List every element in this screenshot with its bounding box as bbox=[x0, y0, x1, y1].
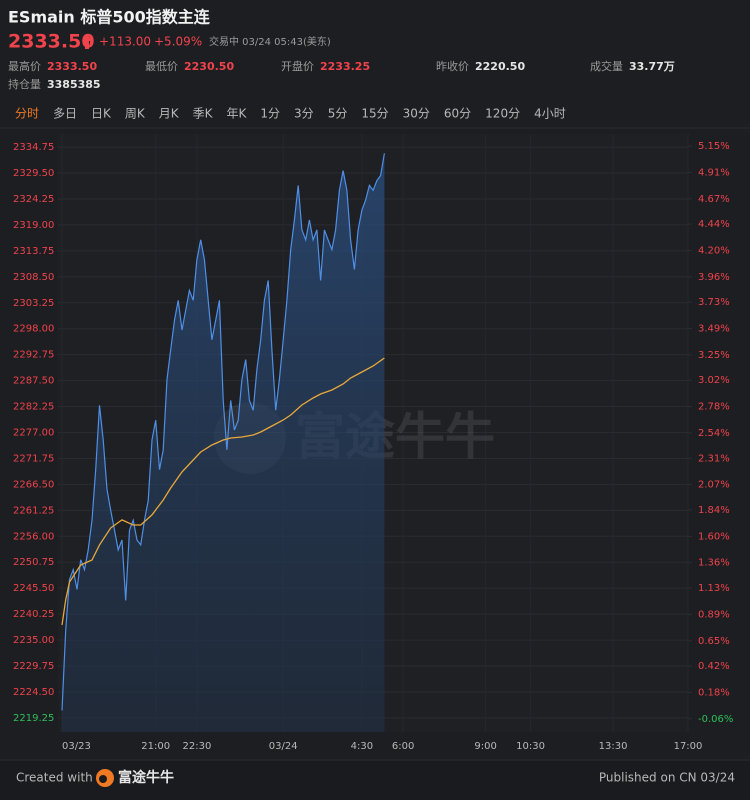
change-pct: +5.09% bbox=[154, 35, 202, 49]
stat-label: 开盘价 bbox=[281, 59, 314, 73]
y-tick-label: 2324.25 bbox=[13, 194, 54, 205]
change: +113.00 bbox=[99, 35, 151, 49]
footer-created: Created with bbox=[16, 771, 93, 785]
y2-tick-label: 4.91% bbox=[698, 167, 730, 178]
y-tick-label: 2256.00 bbox=[13, 531, 54, 542]
y2-tick-label: 4.44% bbox=[698, 219, 730, 230]
y-tick-label: 2313.75 bbox=[13, 246, 54, 257]
stat-value: 33.77万 bbox=[629, 60, 675, 73]
tab[interactable]: 30分 bbox=[403, 107, 430, 121]
stat-label: 昨收价 bbox=[436, 59, 469, 73]
y-tick-label: 2271.75 bbox=[13, 453, 54, 464]
y-tick-label: 2319.00 bbox=[13, 220, 54, 231]
y2-tick-label: 2.78% bbox=[698, 402, 730, 413]
price-area bbox=[62, 153, 385, 733]
tab[interactable]: 120分 bbox=[485, 107, 520, 121]
y-tick-label: 2334.75 bbox=[13, 142, 54, 153]
stat-label: 最高价 bbox=[8, 59, 41, 73]
y-tick-label: 2266.50 bbox=[13, 479, 54, 490]
average-line bbox=[61, 357, 385, 626]
stat-value: 2220.50 bbox=[475, 60, 525, 73]
y2-tick-label: 0.89% bbox=[698, 609, 730, 620]
x-tick-label: 6:00 bbox=[392, 741, 414, 752]
x-tick-label: 13:30 bbox=[599, 741, 628, 752]
x-tick-label: 10:30 bbox=[516, 741, 545, 752]
y2-tick-label: 3.96% bbox=[698, 272, 730, 283]
tab[interactable]: 分时 bbox=[15, 107, 39, 121]
x-tick-label: 03/24 bbox=[269, 741, 298, 752]
brand-logo bbox=[99, 775, 107, 783]
y-tick-label: 2282.25 bbox=[13, 402, 54, 413]
x-tick-label: 03/23 bbox=[62, 741, 91, 752]
y2-tick-label: 0.65% bbox=[698, 636, 730, 647]
stat-label: 成交量 bbox=[590, 59, 623, 73]
stat-value: 3385385 bbox=[47, 78, 101, 91]
status: 交易中 03/24 05:43(美东) bbox=[209, 35, 331, 48]
y-tick-label: 2287.50 bbox=[13, 376, 54, 387]
y2-tick-label: 1.13% bbox=[698, 583, 730, 594]
price: 2333.50 bbox=[8, 31, 95, 53]
y-tick-label: 2292.75 bbox=[13, 350, 54, 361]
y2-tick-label: 5.15% bbox=[698, 141, 730, 152]
y-tick-label: 2298.00 bbox=[13, 324, 54, 335]
footer-brand: 富途牛牛 bbox=[118, 769, 174, 786]
y2-tick-label: 0.42% bbox=[698, 661, 730, 672]
tab[interactable]: 4小时 bbox=[534, 107, 566, 121]
y2-tick-label: -0.06% bbox=[698, 714, 733, 725]
y2-tick-label: 3.25% bbox=[698, 350, 730, 361]
y-tick-label: 2250.75 bbox=[13, 557, 54, 568]
stat-label: 最低价 bbox=[145, 60, 178, 73]
y2-tick-label: 1.60% bbox=[698, 531, 730, 542]
price-line bbox=[61, 153, 385, 711]
y2-tick-label: 2.54% bbox=[698, 428, 730, 439]
y-tick-label: 2308.50 bbox=[13, 272, 54, 283]
tab[interactable]: 15分 bbox=[361, 107, 388, 121]
y2-tick-label: 1.84% bbox=[698, 505, 730, 516]
y2-tick-label: 4.20% bbox=[698, 246, 730, 257]
y-tick-label: 2229.75 bbox=[13, 661, 54, 672]
y-tick-label: 2224.50 bbox=[13, 687, 54, 698]
y2-tick-label: 3.02% bbox=[698, 375, 730, 386]
y2-tick-label: 3.49% bbox=[698, 324, 730, 335]
tab[interactable]: 1分 bbox=[260, 107, 280, 121]
y-tick-label: 2235.00 bbox=[13, 635, 54, 646]
y-tick-label: 2303.25 bbox=[13, 298, 54, 309]
y2-tick-label: 1.36% bbox=[698, 558, 730, 569]
tab[interactable]: 季K bbox=[193, 107, 214, 121]
tab[interactable]: 年K bbox=[227, 107, 248, 121]
y-tick-label: 2245.50 bbox=[13, 583, 54, 594]
y2-tick-label: 2.31% bbox=[698, 453, 730, 464]
tab[interactable]: 多日 bbox=[53, 107, 77, 121]
stat-label: 持仓量 bbox=[8, 77, 41, 91]
up-arrow bbox=[82, 34, 92, 49]
tab[interactable]: 5分 bbox=[328, 107, 348, 121]
y2-tick-label: 0.18% bbox=[698, 687, 730, 698]
x-tick-label: 4:30 bbox=[351, 741, 373, 752]
footer-bg bbox=[0, 761, 750, 800]
tab[interactable]: 3分 bbox=[294, 107, 314, 121]
stat-value: 2233.25 bbox=[320, 60, 370, 73]
y-tick-label: 2240.25 bbox=[13, 609, 54, 620]
y2-tick-label: 2.07% bbox=[698, 480, 730, 491]
y-tick-label: 2219.25 bbox=[13, 713, 54, 724]
stat-value: 2230.50 bbox=[184, 60, 234, 73]
tab[interactable]: 月K bbox=[159, 107, 180, 121]
x-tick-label: 9:00 bbox=[474, 741, 496, 752]
title: ESmain 标普500指数主连 bbox=[8, 8, 211, 27]
stat-value: 2333.50 bbox=[47, 60, 97, 73]
x-tick-label: 17:00 bbox=[674, 741, 703, 752]
y-tick-label: 2277.00 bbox=[13, 428, 54, 439]
y-tick-label: 2329.50 bbox=[13, 168, 54, 179]
footer-published: Published on CN 03/24 bbox=[599, 771, 735, 785]
x-tick-label: 21:00 bbox=[141, 741, 170, 752]
y2-tick-label: 3.73% bbox=[698, 297, 730, 308]
tab[interactable]: 周K bbox=[125, 107, 146, 121]
tab[interactable]: 日K bbox=[91, 107, 112, 121]
tab[interactable]: 60分 bbox=[444, 107, 471, 121]
x-tick-label: 22:30 bbox=[183, 741, 212, 752]
y-tick-label: 2261.25 bbox=[13, 505, 54, 516]
y2-tick-label: 4.67% bbox=[698, 194, 730, 205]
